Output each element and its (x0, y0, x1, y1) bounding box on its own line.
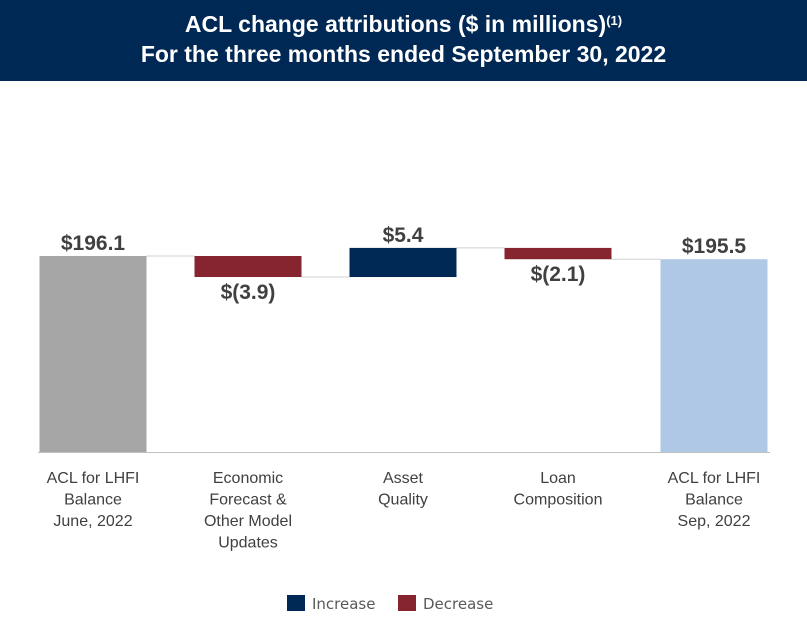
category-label: Other Model (204, 513, 292, 530)
bar-4 (660, 259, 768, 452)
category-label: Quality (378, 492, 428, 509)
category-label: Loan (540, 470, 576, 487)
category-label: June, 2022 (53, 513, 132, 530)
category-label: Economic (213, 470, 283, 487)
bar-0 (39, 255, 147, 452)
category-label: Asset (383, 470, 424, 487)
legend-label-decrease: Decrease (423, 595, 493, 613)
category-label: Composition (514, 492, 603, 509)
category-label: Sep, 2022 (678, 513, 751, 530)
category-label: Balance (685, 492, 743, 509)
category-label: Updates (218, 535, 278, 552)
category-label: Balance (64, 492, 122, 509)
bar-2 (349, 247, 457, 278)
title-line-1: ACL change attributions ($ in millions)(… (184, 11, 623, 37)
footnote-mark: (1) (606, 13, 623, 28)
legend-swatch-decrease (398, 595, 416, 611)
legend-swatch-increase (287, 595, 305, 611)
category-label: Forecast & (209, 492, 287, 509)
data-label: $196.1 (61, 232, 126, 255)
bar-1 (194, 255, 302, 278)
category-label: ACL for LHFI (668, 470, 761, 487)
title-line-2: For the three months ended September 30,… (140, 41, 667, 67)
category-label: ACL for LHFI (47, 470, 140, 487)
data-label: $195.5 (682, 235, 747, 258)
bar-3 (504, 247, 612, 260)
data-label: $(3.9) (221, 281, 276, 304)
data-label: $(2.1) (531, 263, 586, 286)
chart-title-banner: ACL change attributions ($ in millions)(… (0, 0, 807, 81)
data-label: $5.4 (383, 224, 424, 247)
legend-label-increase: Increase (312, 595, 375, 613)
